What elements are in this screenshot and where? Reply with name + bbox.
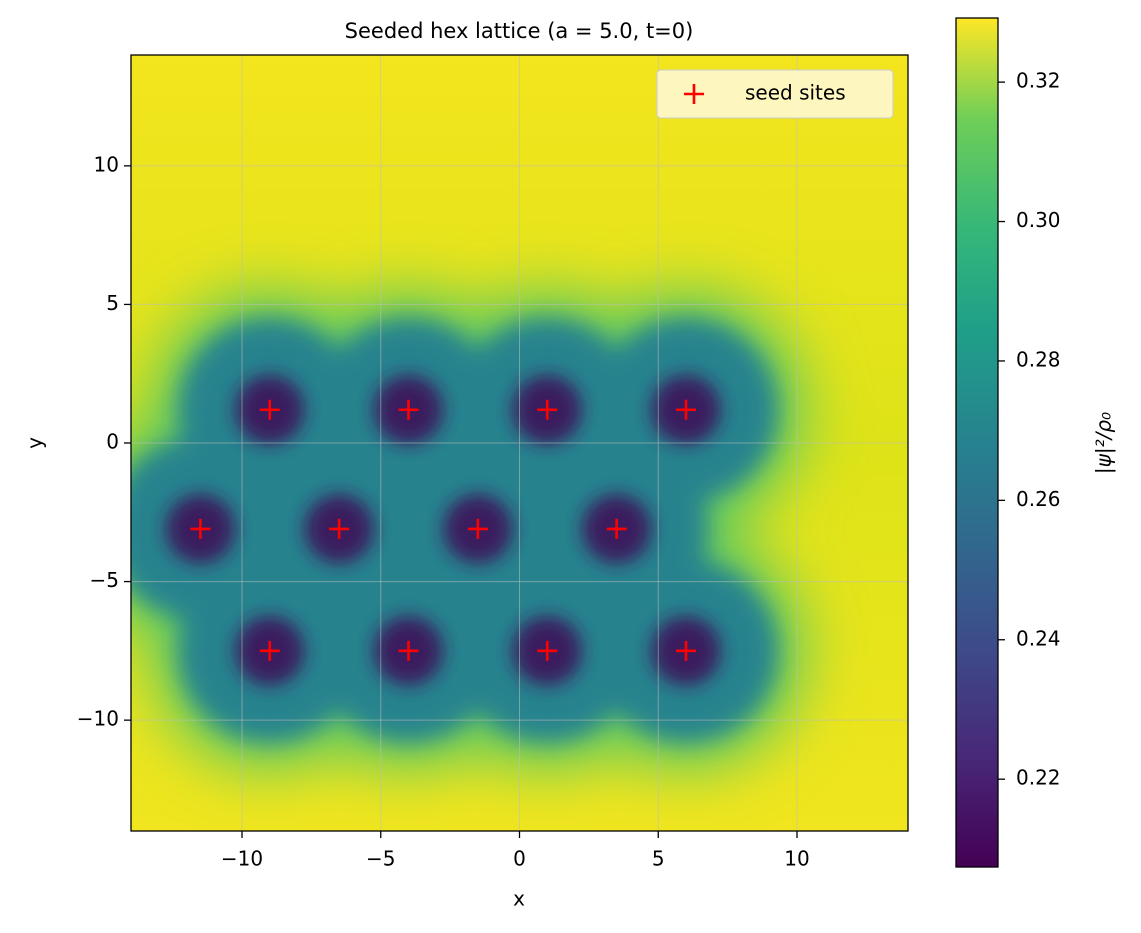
colorbar-tick-label: 0.28 <box>1016 347 1061 371</box>
colorbar-tick-label: 0.26 <box>1016 487 1061 511</box>
core-layer <box>131 318 778 743</box>
marker <box>676 640 696 661</box>
x-axis-label: x <box>513 887 525 911</box>
marker <box>606 518 627 539</box>
x-tick-label: 5 <box>652 847 665 871</box>
heatmap <box>131 55 908 831</box>
y-tick-label: 0 <box>106 430 119 454</box>
marker <box>259 399 280 420</box>
chart-title: Seeded hex lattice (a = 5.0, t=0) <box>345 19 694 43</box>
marker <box>676 399 696 420</box>
x-tick-label: −10 <box>221 847 263 871</box>
x-tick-label: 0 <box>513 847 526 871</box>
marker <box>190 518 211 539</box>
legend-marker <box>684 84 704 104</box>
colorbar-tick-label: 0.24 <box>1016 626 1061 650</box>
colorbar-ticks: 0.22 0.24 0.26 0.28 0.30 0.32 <box>998 69 1061 790</box>
marker <box>537 399 558 420</box>
y-tick-label: 10 <box>94 152 119 176</box>
colorbar-tick-label: 0.32 <box>1016 69 1061 93</box>
y-tick-label: 5 <box>106 291 119 315</box>
marker <box>329 518 350 539</box>
colorbar <box>955 17 999 868</box>
y-axis-label: y <box>23 437 47 449</box>
colorbar-tick-label: 0.22 <box>1016 766 1061 790</box>
marker <box>398 399 419 420</box>
points <box>190 399 696 661</box>
y-tick-label: −10 <box>77 707 119 731</box>
marker <box>467 518 488 539</box>
marker <box>684 84 704 104</box>
legend-box <box>656 69 894 119</box>
marker <box>398 640 419 661</box>
colorbar-label: |ψ|²/ρ₀ <box>1092 412 1116 474</box>
legend: seed sites <box>656 69 894 119</box>
colorbar-tick-label: 0.30 <box>1016 208 1061 232</box>
grid <box>131 55 908 831</box>
y-tick-label: −5 <box>90 568 119 592</box>
x-tick-label: 10 <box>784 847 809 871</box>
marker <box>259 640 280 661</box>
marker <box>537 640 558 661</box>
legend-label: seed sites <box>745 81 846 105</box>
x-tick-label: −5 <box>366 847 395 871</box>
